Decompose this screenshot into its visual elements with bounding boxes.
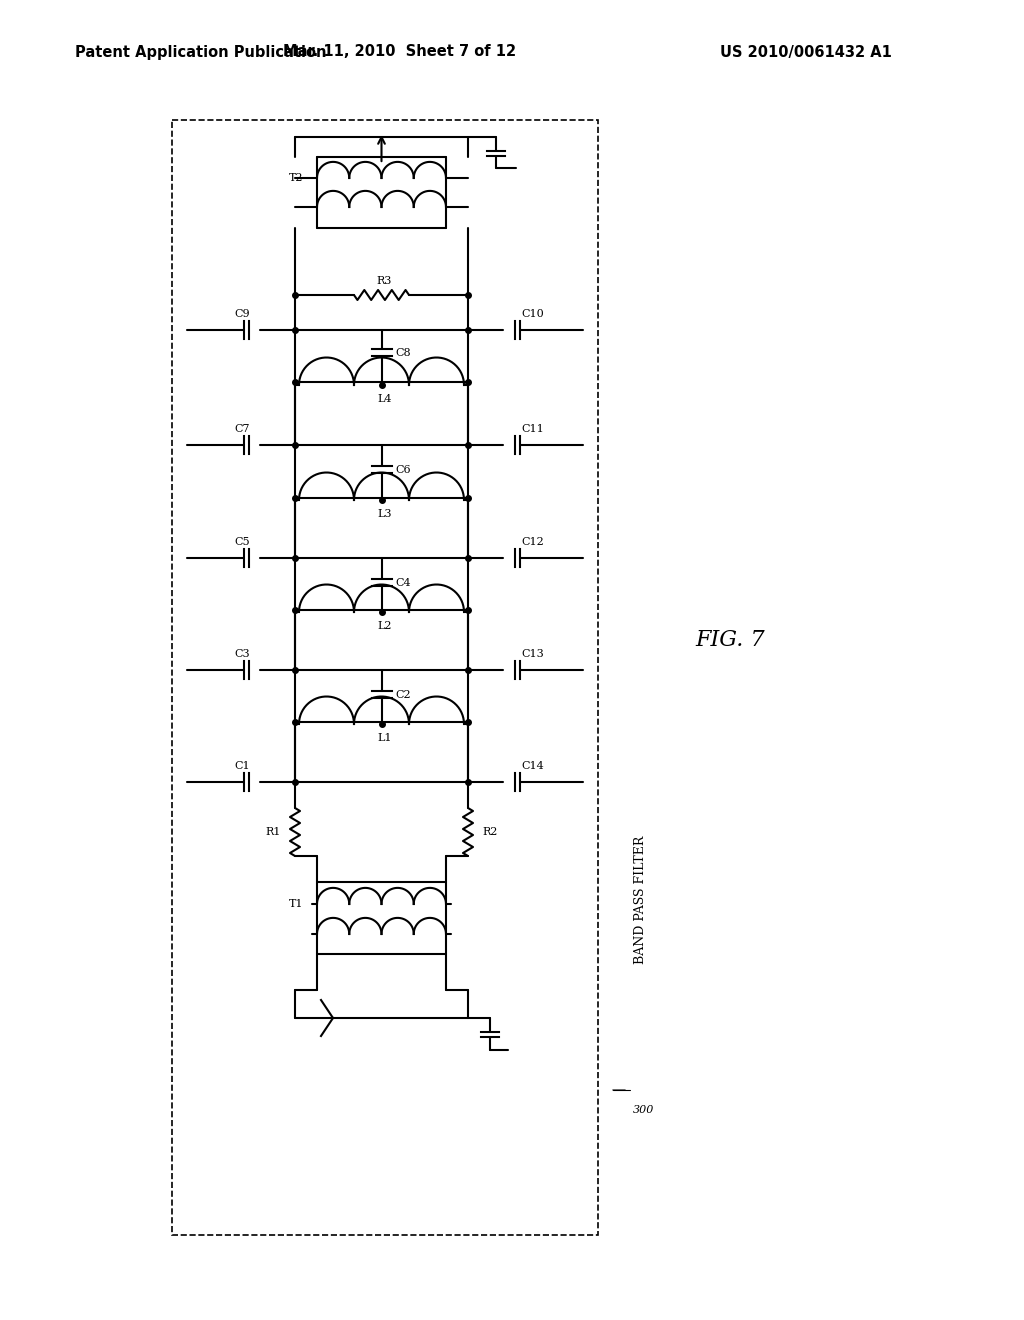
- Text: FIG. 7: FIG. 7: [695, 630, 765, 651]
- Text: C2: C2: [395, 690, 411, 700]
- Text: L1: L1: [377, 733, 392, 743]
- Text: R1: R1: [265, 828, 281, 837]
- Text: Mar. 11, 2010  Sheet 7 of 12: Mar. 11, 2010 Sheet 7 of 12: [284, 45, 516, 59]
- Text: C11: C11: [521, 424, 544, 434]
- Text: T2: T2: [289, 173, 303, 183]
- Text: C4: C4: [395, 578, 411, 587]
- Text: C6: C6: [395, 465, 411, 475]
- Text: L4: L4: [377, 393, 392, 404]
- Text: US 2010/0061432 A1: US 2010/0061432 A1: [720, 45, 892, 59]
- Text: 300: 300: [633, 1105, 654, 1115]
- Text: R2: R2: [482, 828, 498, 837]
- Text: R3: R3: [377, 276, 392, 286]
- Text: C8: C8: [395, 348, 411, 358]
- Text: Patent Application Publication: Patent Application Publication: [75, 45, 327, 59]
- Text: C13: C13: [521, 649, 544, 659]
- Text: L2: L2: [377, 620, 392, 631]
- Text: L3: L3: [377, 510, 392, 519]
- Text: C3: C3: [234, 649, 250, 659]
- Text: C9: C9: [234, 309, 250, 319]
- Text: C14: C14: [521, 762, 544, 771]
- Text: C12: C12: [521, 537, 544, 546]
- Text: C10: C10: [521, 309, 544, 319]
- Text: C5: C5: [234, 537, 250, 546]
- Text: BAND PASS FILTER: BAND PASS FILTER: [634, 836, 646, 964]
- Text: T1: T1: [289, 899, 303, 909]
- Text: C7: C7: [234, 424, 250, 434]
- Text: C1: C1: [234, 762, 250, 771]
